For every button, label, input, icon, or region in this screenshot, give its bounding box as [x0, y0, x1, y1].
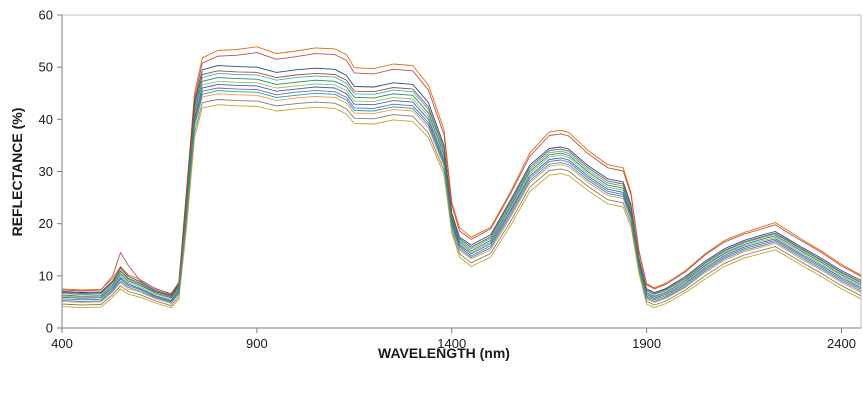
y-tick-label: 60 — [39, 8, 53, 23]
y-tick-label: 10 — [39, 268, 53, 283]
x-tick-label: 2400 — [827, 336, 856, 351]
series-line-11 — [61, 77, 862, 299]
y-tick-label: 0 — [46, 321, 53, 336]
y-tick-label: 20 — [39, 216, 53, 231]
y-tick-label: 40 — [39, 112, 53, 127]
y-axis-title: REFLECTANCE (%) — [9, 108, 25, 237]
series-line-13 — [61, 90, 862, 303]
series-layer — [61, 46, 862, 309]
x-tick-label: 900 — [246, 336, 268, 351]
y-tick-label: 30 — [39, 164, 53, 179]
x-tick-label: 1400 — [437, 336, 466, 351]
plot-area — [61, 14, 862, 329]
y-tick-label: 50 — [39, 60, 53, 75]
series-line-9 — [61, 104, 862, 309]
tick-layer: 0 10 20 30 40 50 60 400 900 1400 1900 2400 — [39, 8, 856, 352]
x-tick-label: 400 — [51, 336, 73, 351]
series-line-12 — [61, 70, 862, 297]
x-tick-label: 1900 — [632, 336, 661, 351]
x-axis-title: WAVELENGTH (nm) — [378, 345, 510, 361]
